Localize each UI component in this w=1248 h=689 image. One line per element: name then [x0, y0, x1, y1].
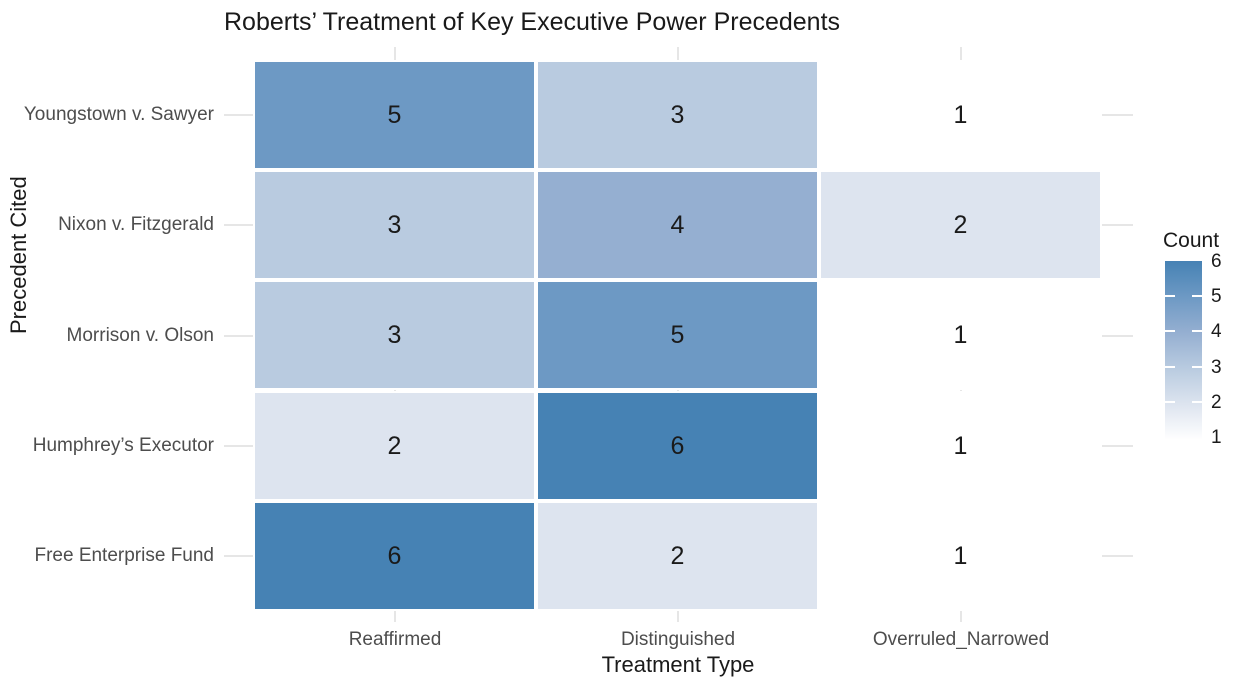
legend-tick-mark	[1192, 366, 1202, 368]
legend-tick-mark	[1165, 366, 1175, 368]
x-tick-label: Overruled_Narrowed	[872, 629, 1050, 650]
heatmap-cell: 1	[819, 391, 1102, 501]
heatmap-cell: 1	[819, 501, 1102, 611]
heatmap-cell: 6	[536, 391, 819, 501]
chart-title: Roberts’ Treatment of Key Executive Powe…	[224, 8, 841, 36]
cell-value-label: 1	[953, 431, 968, 460]
heatmap-cell: 2	[819, 170, 1102, 280]
cell-value-label: 1	[953, 541, 968, 570]
cell-value-label: 2	[670, 541, 685, 570]
cell-value-label: 6	[670, 431, 685, 460]
cell-value-label: 3	[387, 320, 402, 349]
heatmap-cell: 4	[536, 170, 819, 280]
legend-tick-mark	[1165, 330, 1175, 332]
legend-title: Count	[1163, 229, 1220, 252]
legend-tick-label: 2	[1211, 392, 1222, 413]
cell-value-label: 6	[387, 541, 402, 570]
cell-value-label: 5	[387, 100, 402, 129]
y-tick-label: Free Enterprise Fund	[34, 545, 214, 566]
heatmap-cell: 3	[253, 170, 536, 280]
cell-value-label: 2	[387, 431, 402, 460]
y-tick-label: Morrison v. Olson	[66, 325, 214, 346]
heatmap-cell: 1	[819, 280, 1102, 390]
legend-tick-mark	[1165, 401, 1175, 403]
y-tick-label: Nixon v. Fitzgerald	[58, 214, 214, 235]
heatmap-cell: 3	[253, 280, 536, 390]
heatmap-cell: 5	[536, 280, 819, 390]
y-tick-label: Humphrey’s Executor	[32, 435, 214, 456]
legend-tick-mark	[1192, 330, 1202, 332]
heatmap-cell: 6	[253, 501, 536, 611]
x-tick-label: Distinguished	[620, 629, 736, 650]
legend-tick-label: 5	[1211, 286, 1222, 307]
cell-value-label: 2	[953, 210, 968, 239]
heatmap-cell: 2	[253, 391, 536, 501]
x-tick-label: Reaffirmed	[348, 629, 442, 650]
legend-tick-label: 4	[1211, 321, 1222, 342]
legend-tick-mark	[1165, 295, 1175, 297]
cell-value-label: 4	[670, 210, 685, 239]
legend-colorbar	[1165, 261, 1202, 440]
cell-value-label: 1	[953, 100, 968, 129]
cell-value-label: 5	[670, 320, 685, 349]
heatmap-cell: 5	[253, 60, 536, 170]
cell-value-label: 3	[387, 210, 402, 239]
legend-tick-mark	[1192, 401, 1202, 403]
legend-tick-mark	[1192, 295, 1202, 297]
legend-tick-label: 3	[1211, 357, 1222, 378]
heatmap-cell: 1	[819, 60, 1102, 170]
cell-value-label: 1	[953, 320, 968, 349]
legend-tick-label: 1	[1211, 427, 1222, 448]
y-tick-label: Youngstown v. Sawyer	[23, 104, 214, 125]
cell-value-label: 3	[670, 100, 685, 129]
heatmap-cell: 3	[536, 60, 819, 170]
legend-tick-label: 6	[1211, 251, 1222, 272]
heatmap-cell: 2	[536, 501, 819, 611]
x-axis-title: Treatment Type	[601, 652, 755, 677]
